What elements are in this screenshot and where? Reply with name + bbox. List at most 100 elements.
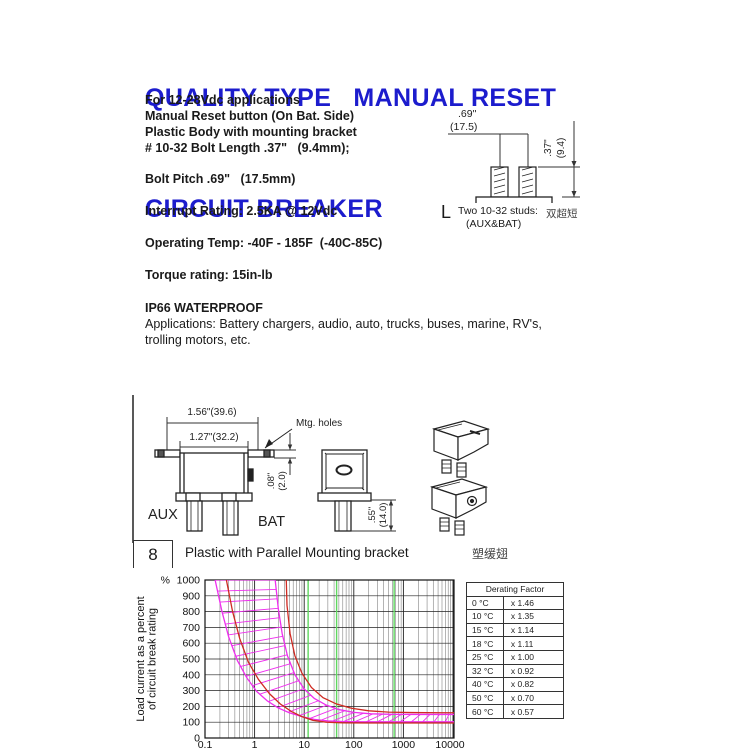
dim-stud-len-mm: (14.0) <box>378 503 389 528</box>
series-trip-min-red <box>225 580 454 724</box>
svg-text:500: 500 <box>182 654 200 666</box>
stud-caption-sub: (AUX&BAT) <box>466 218 522 230</box>
spec-line-bolt-length: # 10-32 Bolt Length .37" (9.4mm); <box>145 141 350 155</box>
table-row: 40 °C x 0.82 <box>466 677 565 692</box>
isometric-view-bottom <box>429 478 489 536</box>
derating-table: Derating Factor 0 °C x 1.46 10 °C x 1.35 1… <box>466 582 565 719</box>
factor-cell: x 0.82 <box>502 677 565 692</box>
temp-cell: 15 °C <box>466 622 504 638</box>
stud-caption: Two 10-32 studs: <box>458 205 538 217</box>
dim-stud-height-mm: (9.4) <box>556 138 567 159</box>
table-row: 25 °C x 1.00 <box>466 649 565 665</box>
svg-text:1000: 1000 <box>392 739 416 750</box>
label-bat: BAT <box>258 514 285 530</box>
variant-number: 8 <box>148 545 158 564</box>
specs-block: For 12-28Vdc applications Manual Reset b… <box>145 92 542 348</box>
factor-cell: x 1.35 <box>502 609 565 624</box>
temp-cell: 10 °C <box>466 609 504 624</box>
svg-text:10: 10 <box>298 739 310 750</box>
factor-cell: x 1.11 <box>502 636 565 651</box>
y-axis-label: Load current as a percent <box>135 596 147 721</box>
svg-text:400: 400 <box>182 669 200 681</box>
stud-caption-bracket: L <box>441 202 452 222</box>
derating-header: Derating Factor <box>466 582 564 597</box>
breaker-base <box>475 196 553 203</box>
table-row: 18 °C x 1.11 <box>466 636 565 651</box>
label-aux: AUX <box>148 507 178 523</box>
temp-cell: 60 °C <box>466 704 504 719</box>
spec-line-body: Plastic Body with mounting bracket <box>145 125 357 139</box>
derating-header-row: Derating Factor <box>466 582 564 597</box>
mtg-holes-label: Mtg. holes <box>296 418 342 429</box>
product-views-drawing: 1.56"(39.6) 1.27"(32.2) Mtg. holes .08" … <box>132 395 491 543</box>
dim-outer-width: 1.56"(39.6) <box>187 407 236 418</box>
spec-line-applications-1: Applications: Battery chargers, audio, a… <box>145 317 542 331</box>
dim-stud-pitch-in: .69" <box>458 108 477 120</box>
spec-line-applications-voltage: For 12-28Vdc applications <box>145 93 300 107</box>
spec-line-torque: Torque rating: 15in-lb <box>145 268 273 282</box>
series-trip-band-max-magenta <box>274 580 454 716</box>
spec-line-interrupt-rating: Interrupt Rating: 2.5KA @ 12Vdc <box>145 204 338 218</box>
dim-stud-height-in: .37" <box>543 139 554 157</box>
stud-bat-front <box>222 500 239 536</box>
mtg-holes-callout <box>264 428 293 449</box>
svg-text:10000: 10000 <box>435 739 464 750</box>
mounting-hole-left <box>157 449 165 458</box>
table-row: 0 °C x 1.46 <box>466 595 565 611</box>
dim-inner-width: 1.27"(32.2) <box>189 432 238 443</box>
temp-cell: 40 °C <box>466 677 504 692</box>
factor-cell: x 1.00 <box>502 649 565 665</box>
stud-caption-chinese: 双超短 <box>546 208 578 220</box>
mounting-hole-side <box>335 464 353 476</box>
y-axis-label: of circuit break rating <box>147 608 159 710</box>
variant-label-chinese: 塑缓翅 <box>472 547 509 561</box>
spec-line-bolt-pitch: Bolt Pitch .69" (17.5mm) <box>145 172 296 186</box>
factor-cell: x 1.46 <box>502 595 565 611</box>
stud-dimension-drawing: .69" (17.5) .37" (9.4) <box>448 108 580 203</box>
page-title: QUALITY TYPE MANUAL RESET CIRCUIT BREAKE… <box>145 6 615 302</box>
svg-text:700: 700 <box>182 622 200 634</box>
table-row: 32 °C x 0.92 <box>466 663 565 679</box>
temp-cell: 50 °C <box>466 690 504 706</box>
factor-cell: x 0.57 <box>502 704 565 719</box>
factor-cell: x 1.14 <box>502 622 565 638</box>
mounting-hole-right <box>263 449 271 458</box>
svg-text:1: 1 <box>252 739 258 750</box>
stud-side <box>334 500 352 532</box>
dim-stud-pitch-mm: (17.5) <box>450 121 477 133</box>
variant-label: Plastic with Parallel Mounting bracket <box>185 545 409 560</box>
series-trip-max-red <box>285 580 454 714</box>
spec-line-applications-2: trolling motors, etc. <box>145 333 251 347</box>
temp-cell: 18 °C <box>466 636 504 651</box>
dim-ear-in: .08" <box>266 473 277 490</box>
temp-cell: 32 °C <box>466 663 504 679</box>
isometric-view-top <box>431 420 491 478</box>
svg-text:100: 100 <box>182 717 200 729</box>
spec-line-reset-button: Manual Reset button (On Bat. Side) <box>145 109 355 123</box>
variant-number-box: 8 <box>133 540 173 568</box>
svg-text:%: % <box>161 575 170 587</box>
trip-curve-chart: 0 100 200 300 400 500 600 700 800 900 1000% 0.1 1 10 1… <box>135 575 465 750</box>
table-row: 10 °C x 1.35 <box>466 609 565 624</box>
svg-text:600: 600 <box>182 638 200 650</box>
breaker-body-front <box>179 452 249 501</box>
svg-text:300: 300 <box>182 685 200 697</box>
svg-text:0: 0 <box>194 733 200 745</box>
page-title-line1: QUALITY TYPE MANUAL RESET <box>145 84 557 112</box>
spec-line-ip66: IP66 WATERPROOF <box>145 301 263 315</box>
svg-text:0.1: 0.1 <box>198 739 213 750</box>
svg-text:100: 100 <box>345 739 363 750</box>
page-title-line2: CIRCUIT BREAKER <box>145 195 383 223</box>
spec-line-operating-temp: Operating Temp: -40F - 185F (-40C-85C) <box>145 236 383 250</box>
temp-cell: 25 °C <box>466 649 504 665</box>
dim-stud-len-in: .55" <box>367 507 378 524</box>
svg-text:1000: 1000 <box>177 575 201 587</box>
stud-aux-front <box>186 500 203 532</box>
svg-text:200: 200 <box>182 701 200 713</box>
table-row: 15 °C x 1.14 <box>466 622 565 638</box>
table-row: 60 °C x 0.57 <box>466 704 565 719</box>
svg-text:800: 800 <box>182 606 200 618</box>
factor-cell: x 0.92 <box>502 663 565 679</box>
temp-cell: 0 °C <box>466 595 504 611</box>
